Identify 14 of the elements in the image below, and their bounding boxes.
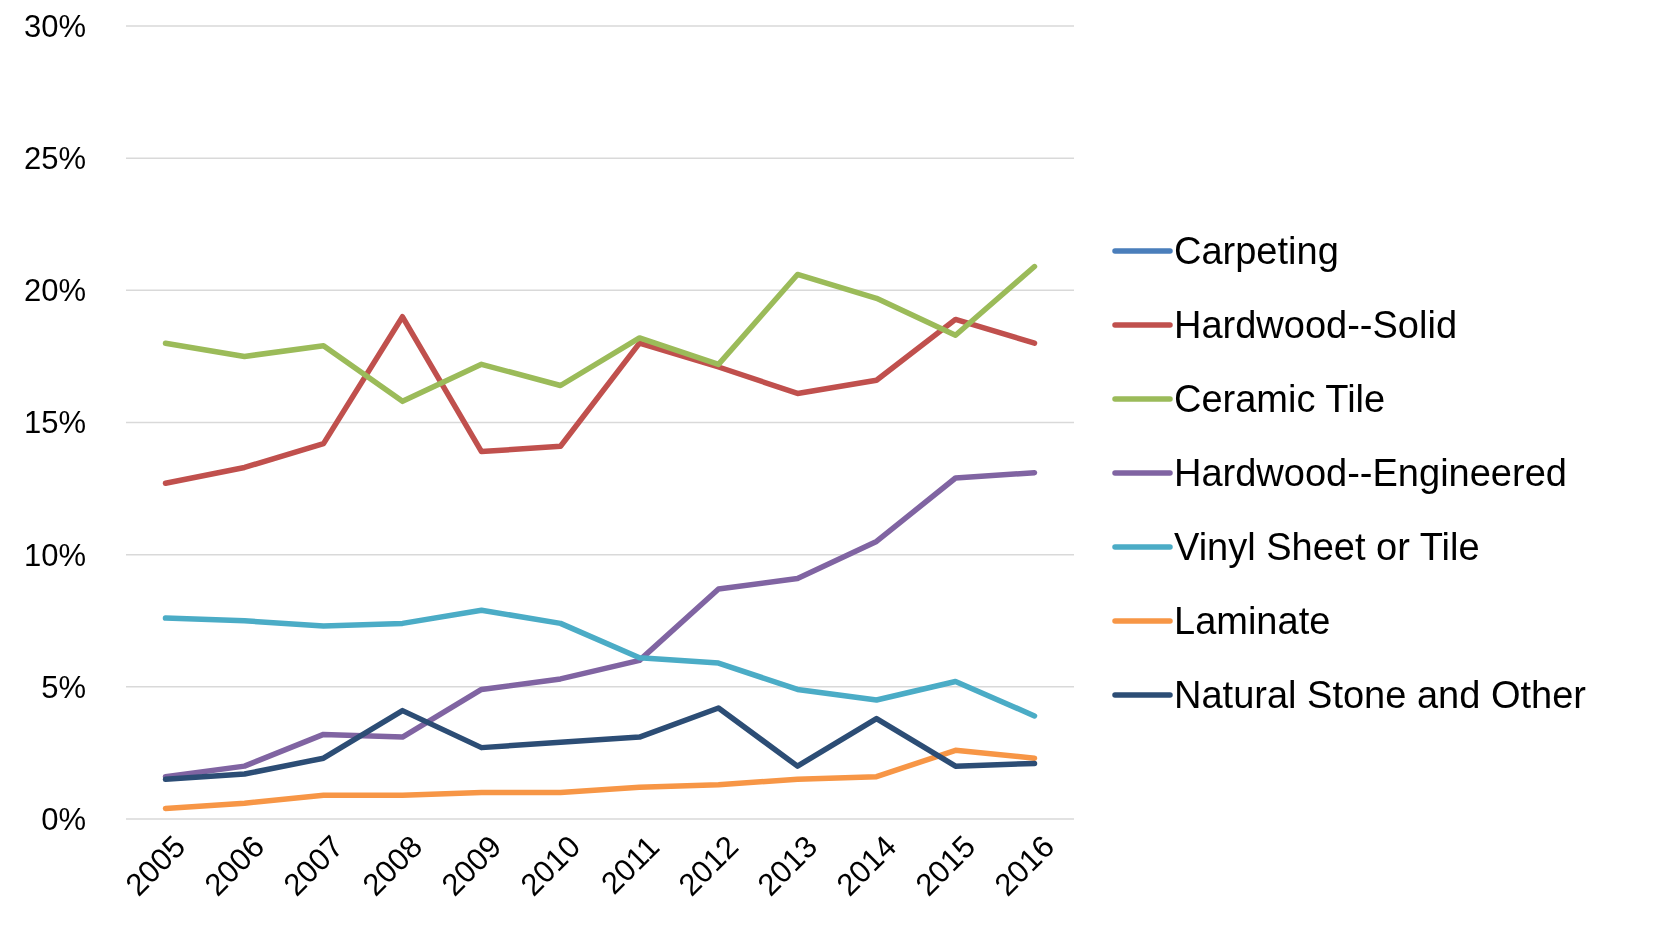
legend-label: Laminate <box>1174 600 1331 643</box>
legend-label: Ceramic Tile <box>1174 378 1386 421</box>
y-tick-label: 10% <box>23 537 86 573</box>
y-tick-label: 25% <box>23 141 86 177</box>
legend-label: Hardwood--Engineered <box>1174 452 1567 495</box>
legend-label: Vinyl Sheet or Tile <box>1174 526 1480 569</box>
legend-label: Natural Stone and Other <box>1174 674 1587 717</box>
y-tick-label: 5% <box>41 669 86 705</box>
legend-label: Hardwood--Solid <box>1174 304 1458 347</box>
y-tick-label: 15% <box>23 405 86 441</box>
y-tick-label: 20% <box>23 273 86 309</box>
y-tick-label: 30% <box>23 8 86 44</box>
legend-label: Carpeting <box>1174 230 1339 273</box>
y-tick-label: 0% <box>41 801 86 837</box>
